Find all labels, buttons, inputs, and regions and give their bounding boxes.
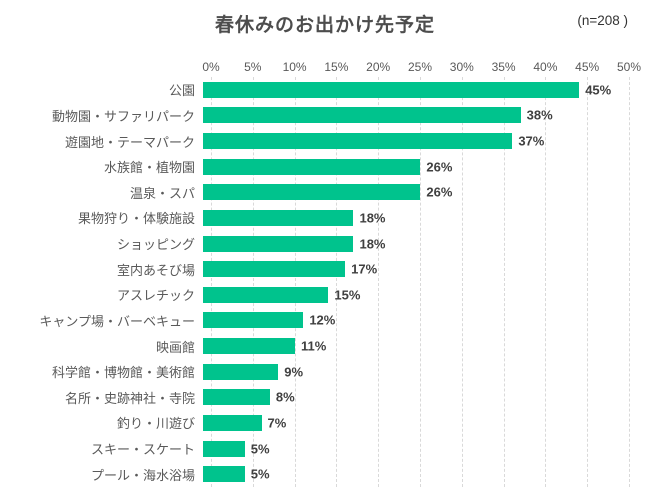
- bar-track: 11%: [203, 338, 621, 355]
- category-label: ショッピング: [116, 237, 195, 253]
- bar-row: 釣り・川遊び 7%: [0, 410, 650, 436]
- bar-track: 26%: [203, 184, 621, 201]
- value-label: 18%: [359, 210, 386, 226]
- value-label: 7%: [267, 415, 287, 431]
- bar-track: 18%: [203, 209, 621, 226]
- value-label: 15%: [334, 287, 361, 303]
- bar-row: 公園 45%: [0, 77, 650, 103]
- bar-track: 7%: [203, 414, 621, 431]
- value-label: 45%: [585, 82, 612, 98]
- value-label: 37%: [518, 133, 545, 149]
- category-label: プール・海水浴場: [90, 467, 195, 483]
- category-label: 水族館・植物園: [103, 160, 195, 176]
- bar-track: 9%: [203, 363, 621, 380]
- bar: [203, 440, 245, 457]
- bar: [203, 81, 580, 98]
- x-tick-label: 20%: [366, 60, 391, 74]
- bar-track: 37%: [203, 133, 621, 150]
- bar: [203, 312, 304, 329]
- x-tick-label: 15%: [324, 60, 349, 74]
- value-label: 5%: [250, 441, 270, 457]
- bar-row: 室内あそび場 17%: [0, 256, 650, 282]
- x-tick-label: 25%: [407, 60, 433, 74]
- bar-track: 45%: [203, 81, 621, 98]
- value-label: 26%: [426, 159, 453, 175]
- bar: [203, 286, 329, 303]
- bar-row: キャンプ場・バーベキュー 12%: [0, 308, 650, 334]
- bar-track: 15%: [203, 286, 621, 303]
- value-label: 5%: [250, 466, 270, 482]
- bar-row: 映画館 11%: [0, 333, 650, 359]
- category-label: 名所・史跡神社・寺院: [64, 390, 195, 406]
- category-label: 映画館: [155, 339, 195, 355]
- bar-track: 5%: [203, 440, 621, 457]
- bar: [203, 261, 346, 278]
- bar-track: 5%: [203, 466, 621, 483]
- bar-row: アスレチック 15%: [0, 282, 650, 308]
- x-tick-label: 10%: [282, 60, 307, 74]
- bar-row: 果物狩り・体験施設 18%: [0, 205, 650, 231]
- bar: [203, 133, 513, 150]
- x-tick-label: 50%: [616, 60, 642, 74]
- category-label: 釣り・川遊び: [116, 416, 195, 432]
- value-label: 9%: [284, 364, 304, 380]
- bar: [203, 389, 270, 406]
- value-label: 26%: [426, 184, 453, 200]
- category-label: キャンプ場・バーベキュー: [39, 313, 195, 329]
- bar: [203, 338, 295, 355]
- chart-title: 春休みのお出かけ先予定: [214, 15, 435, 36]
- value-label: 12%: [309, 312, 336, 328]
- bar-track: 18%: [203, 235, 621, 252]
- value-label: 38%: [526, 107, 553, 123]
- sample-size-label: (n=208 ): [577, 13, 628, 28]
- x-axis: 0% 5% 10% 15% 20% 25% 30% 35% 40% 45% 50%: [202, 60, 641, 76]
- x-tick-label: 45%: [575, 60, 600, 74]
- bar: [203, 107, 521, 124]
- bar-row: 水族館・植物園 26%: [0, 154, 650, 180]
- bar-row: ショッピング 18%: [0, 231, 650, 257]
- category-label: アスレチック: [116, 288, 195, 304]
- bar: [203, 414, 262, 431]
- category-label: 果物狩り・体験施設: [77, 211, 195, 227]
- bar-row: 遊園地・テーマパーク 37%: [0, 128, 650, 154]
- category-label: 動物園・サファリパーク: [51, 108, 195, 124]
- category-label: スキー・スケート: [90, 442, 195, 458]
- bar-row: スキー・スケート 5%: [0, 436, 650, 462]
- value-label: 18%: [359, 236, 386, 252]
- bar-row: 温泉・スパ 26%: [0, 180, 650, 206]
- bar: [203, 209, 354, 226]
- bar-track: 38%: [203, 107, 621, 124]
- bar-track: 12%: [203, 312, 621, 329]
- bar: [203, 466, 245, 483]
- value-label: 8%: [275, 389, 295, 405]
- bar-row: 動物園・サファリパーク 38%: [0, 103, 650, 129]
- category-label: 室内あそび場: [116, 262, 195, 278]
- category-label: 温泉・スパ: [129, 185, 195, 201]
- value-label: 11%: [300, 338, 327, 354]
- bar-track: 8%: [203, 389, 621, 406]
- bar-track: 17%: [203, 261, 621, 278]
- bar-row: 科学館・博物館・美術館 9%: [0, 359, 650, 385]
- bar: [203, 184, 421, 201]
- x-tick-label: 5%: [244, 60, 262, 74]
- x-tick-label: 40%: [533, 60, 558, 74]
- value-label: 17%: [351, 261, 378, 277]
- bar-row: 名所・史跡神社・寺院 8%: [0, 385, 650, 411]
- bar: [203, 235, 354, 252]
- category-label: 科学館・博物館・美術館: [51, 365, 195, 381]
- bar-row: プール・海水浴場 5%: [0, 461, 650, 487]
- category-label: 公園: [168, 83, 195, 99]
- bar: [203, 363, 279, 380]
- category-label: 遊園地・テーマパーク: [64, 134, 195, 150]
- bar: [203, 158, 421, 175]
- x-tick-label: 0%: [202, 60, 220, 74]
- bar-track: 26%: [203, 158, 621, 175]
- x-tick-label: 30%: [449, 60, 474, 74]
- bar-rows: 公園 45% 動物園・サファリパーク 38% 遊園地・テーマパーク 37% 水族館・植物園 2…: [0, 77, 650, 487]
- x-tick-label: 35%: [491, 60, 516, 74]
- plot-area: 公園 45% 動物園・サファリパーク 38% 遊園地・テーマパーク 37% 水族館・植物園 2…: [0, 77, 650, 487]
